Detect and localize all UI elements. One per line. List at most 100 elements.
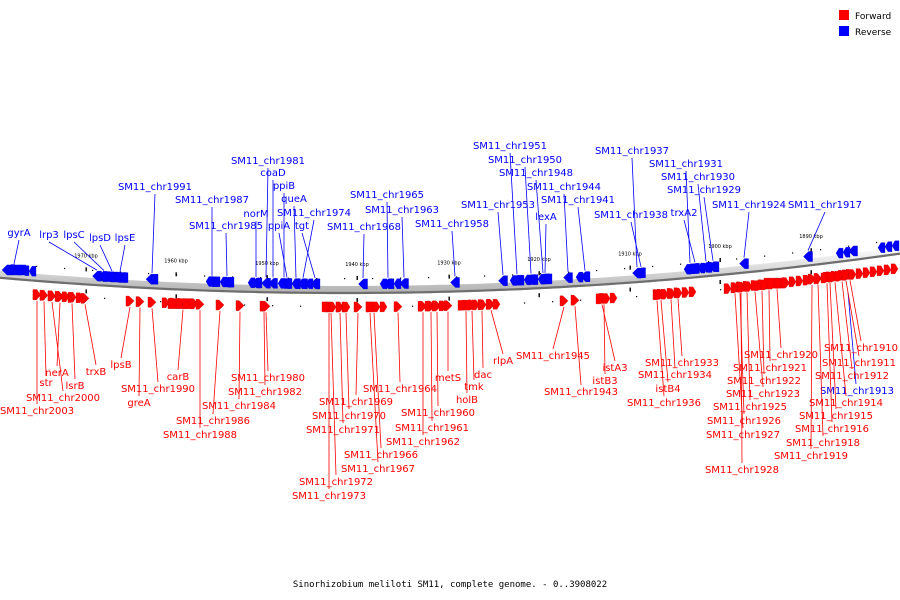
reverse-gene-label: gyrA xyxy=(7,228,30,239)
forward-gene-leader xyxy=(355,312,359,396)
forward-gene-label: greA xyxy=(127,398,150,409)
scale-tick-mark xyxy=(356,298,358,302)
reverse-gene-leader xyxy=(631,157,638,268)
forward-gene-arrow xyxy=(215,299,225,311)
reverse-gene-leader xyxy=(807,211,826,251)
scale-tick-label: 1950 kbp xyxy=(255,261,279,267)
gene-block xyxy=(704,262,713,273)
scale-tick-label: 1970 kbp xyxy=(74,253,98,259)
forward-gene-leader xyxy=(746,292,751,401)
reverse-gene-leader xyxy=(293,205,297,278)
reverse-gene-label: SM11_chr1930 xyxy=(661,172,735,183)
reverse-gene: SM11_chr1913 xyxy=(820,245,894,397)
forward-gene-arrow xyxy=(147,297,157,308)
forward-gene-leader xyxy=(768,289,771,362)
scale-tick-mark xyxy=(175,294,177,299)
reverse-gene-arrow xyxy=(145,274,159,285)
gene-block xyxy=(827,271,836,283)
reverse-gene-leader xyxy=(847,291,857,385)
axis-dot xyxy=(736,258,738,260)
axis-dot xyxy=(372,277,374,280)
forward-gene-leader xyxy=(817,284,824,437)
scale-tick-label: 1940 kbp xyxy=(345,262,369,268)
forward-gene-label: SM11_chr1972 xyxy=(299,477,373,488)
axis-dot xyxy=(412,305,414,307)
reverse-gene-label: SM11_chr1917 xyxy=(788,200,862,211)
reverse-gene-arrow xyxy=(848,245,858,257)
forward-gene-label: SM11_chr1915 xyxy=(799,411,873,422)
gene-block xyxy=(7,264,16,275)
forward-gene-label: SM11_chr1911 xyxy=(822,358,896,369)
gene-block xyxy=(471,299,480,311)
forward-gene-label: SM11_chr1934 xyxy=(638,370,712,381)
gene-block xyxy=(813,273,822,284)
forward-gene-label: SM11_chr1923 xyxy=(726,389,800,400)
reverse-gene-label: SM11_chr1950 xyxy=(488,155,562,166)
gene-block xyxy=(609,292,618,304)
gene-block xyxy=(737,282,746,293)
axis-dot xyxy=(36,265,38,267)
gene-block xyxy=(365,301,374,313)
gene-block xyxy=(254,277,263,289)
reverse-gene: SM11_chr1938 xyxy=(594,210,668,278)
reverse-gene: trxA2 xyxy=(671,208,700,274)
forward-gene-leader xyxy=(834,282,847,397)
reverse-gene-leader xyxy=(302,219,315,278)
forward-gene: SM11_chr1988 xyxy=(163,299,237,441)
forward-gene-label: SM11_chr1961 xyxy=(395,423,469,434)
reverse-gene-leader xyxy=(119,244,126,272)
gene-block xyxy=(690,263,699,274)
gene-block xyxy=(379,301,388,312)
reverse-gene-label: SM11_chr1944 xyxy=(527,182,601,193)
forward-gene-label: rlpA xyxy=(493,356,513,367)
gene-block xyxy=(674,287,683,299)
scale-tick-mark xyxy=(538,271,540,276)
forward-gene-leader xyxy=(603,304,606,375)
forward-gene-leader xyxy=(826,283,833,423)
axis-dot xyxy=(792,252,794,254)
forward-gene-leader xyxy=(369,312,379,463)
axis-dot xyxy=(764,255,766,257)
gene-block xyxy=(75,292,84,303)
gene-block xyxy=(697,262,706,274)
axis-dot xyxy=(204,275,206,277)
axis-dot xyxy=(820,249,822,251)
reverse-gene-leader xyxy=(13,239,20,265)
reverse-gene-label: lrp3 xyxy=(39,230,59,241)
gene-block xyxy=(161,297,170,308)
gene-block xyxy=(795,275,804,287)
forward-gene-leader xyxy=(56,302,61,367)
forward-gene-leader xyxy=(761,290,765,375)
gene-block xyxy=(711,261,720,272)
forward-gene-label: SM11_chr1971 xyxy=(306,425,380,436)
gene-block xyxy=(688,286,697,298)
axis-dot xyxy=(524,302,526,304)
reverse-genes: gyrA lrp3 lpsC lpsD lpsE SM11_chr1991 SM11_chr… xyxy=(1,141,900,397)
forward-gene-label: SM11_chr2000 xyxy=(26,393,100,404)
reverse-gene-label: SM11_chr1951 xyxy=(473,141,547,152)
forward-gene: SM11_chr1969 xyxy=(319,301,393,408)
reverse-gene-leader xyxy=(362,233,365,278)
gene-block xyxy=(372,301,381,313)
axis-band xyxy=(0,246,900,294)
scale-tick-mark xyxy=(719,258,721,262)
forward-gene-arrow xyxy=(261,301,271,312)
forward-gene-leader xyxy=(739,293,745,415)
reverse-gene: SM11_chr1968 xyxy=(327,222,401,290)
gene-block xyxy=(891,240,900,251)
gene-block xyxy=(516,275,525,286)
axis-dot xyxy=(232,276,234,278)
gene-block xyxy=(855,268,864,279)
forward-gene-label: SM11_chr1933 xyxy=(645,358,719,369)
axis-dot xyxy=(104,297,106,299)
forward-gene-leader xyxy=(660,300,669,383)
forward-gene: SM11_chr1933 xyxy=(645,287,719,369)
forward-genes: SM11_chr2003 str SM11_chr2000 nerA lsrBtrxBl… xyxy=(0,263,899,502)
forward-gene-leader xyxy=(829,282,837,410)
reverse-gene-leader xyxy=(577,206,586,271)
forward-gene: trxB xyxy=(80,293,106,378)
gene-block xyxy=(175,298,184,309)
reverse-gene-leader xyxy=(697,183,707,262)
scale-tick-mark xyxy=(810,270,812,275)
